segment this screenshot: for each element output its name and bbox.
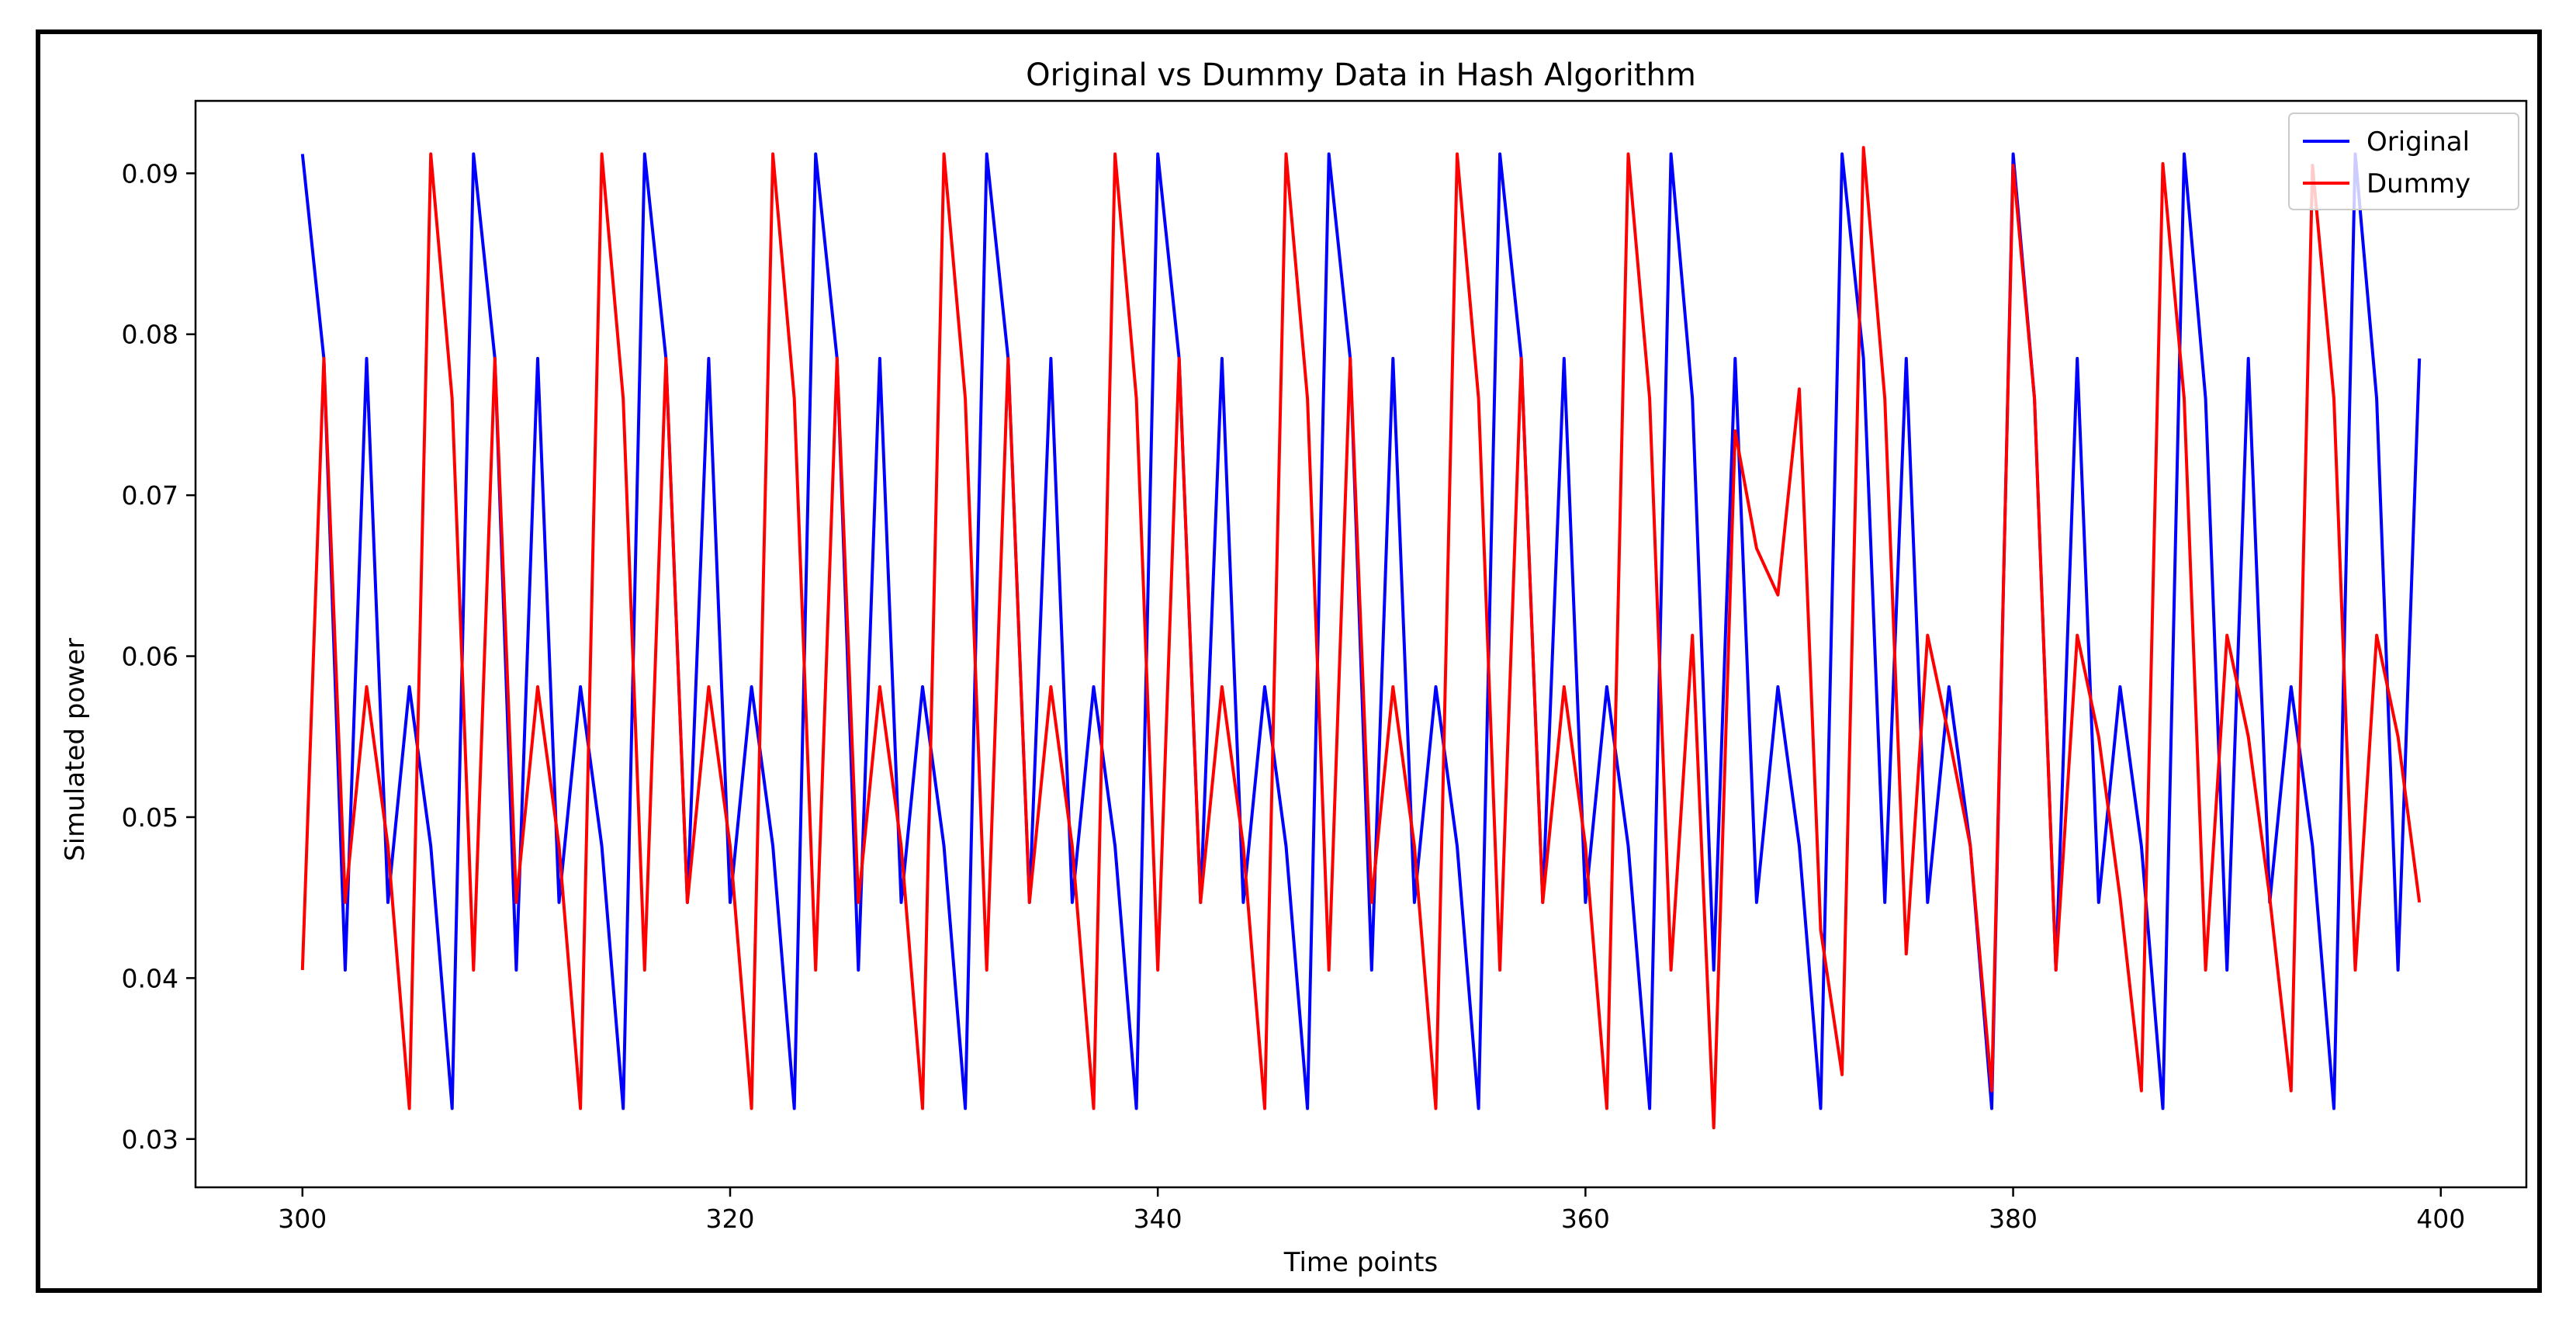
y-tick-label: 0.03 (122, 1124, 178, 1155)
x-tick-label: 300 (278, 1204, 327, 1234)
legend-label-original: Original (2367, 126, 2470, 158)
y-axis: 0.03 0.04 0.05 0.06 0.07 0.08 0.09 (122, 158, 196, 1155)
x-tick-label: 380 (1989, 1204, 2038, 1234)
series-line-dummy (300, 146, 2422, 1130)
legend-box (2288, 113, 2519, 210)
y-tick-label: 0.07 (122, 480, 178, 511)
y-tick-label: 0.04 (122, 963, 178, 993)
x-tick-label: 360 (1561, 1204, 1610, 1234)
x-tick-label: 400 (2416, 1204, 2465, 1234)
chart-title: Original vs Dummy Data in Hash Algorithm (1026, 57, 1696, 93)
plot-frame (194, 99, 2528, 1189)
line-chart: Original vs Dummy Data in Hash Algorithm… (60, 57, 2528, 1278)
y-tick-label: 0.08 (122, 320, 178, 350)
x-axis: 300 320 340 360 380 400 (278, 1187, 2465, 1234)
x-tick-label: 340 (1134, 1204, 1182, 1234)
legend: Original Dummy (2288, 113, 2519, 210)
y-tick-label: 0.09 (122, 158, 178, 189)
y-tick-label: 0.06 (122, 642, 178, 672)
x-axis-label: Time points (1283, 1247, 1438, 1278)
chart-frame: Original vs Dummy Data in Hash Algorithm… (36, 29, 2542, 1293)
y-tick-label: 0.05 (122, 802, 178, 833)
x-tick-label: 320 (705, 1204, 754, 1234)
y-axis-label: Simulated power (60, 638, 91, 861)
plot-area (194, 99, 2528, 1189)
legend-label-dummy: Dummy (2367, 168, 2470, 199)
